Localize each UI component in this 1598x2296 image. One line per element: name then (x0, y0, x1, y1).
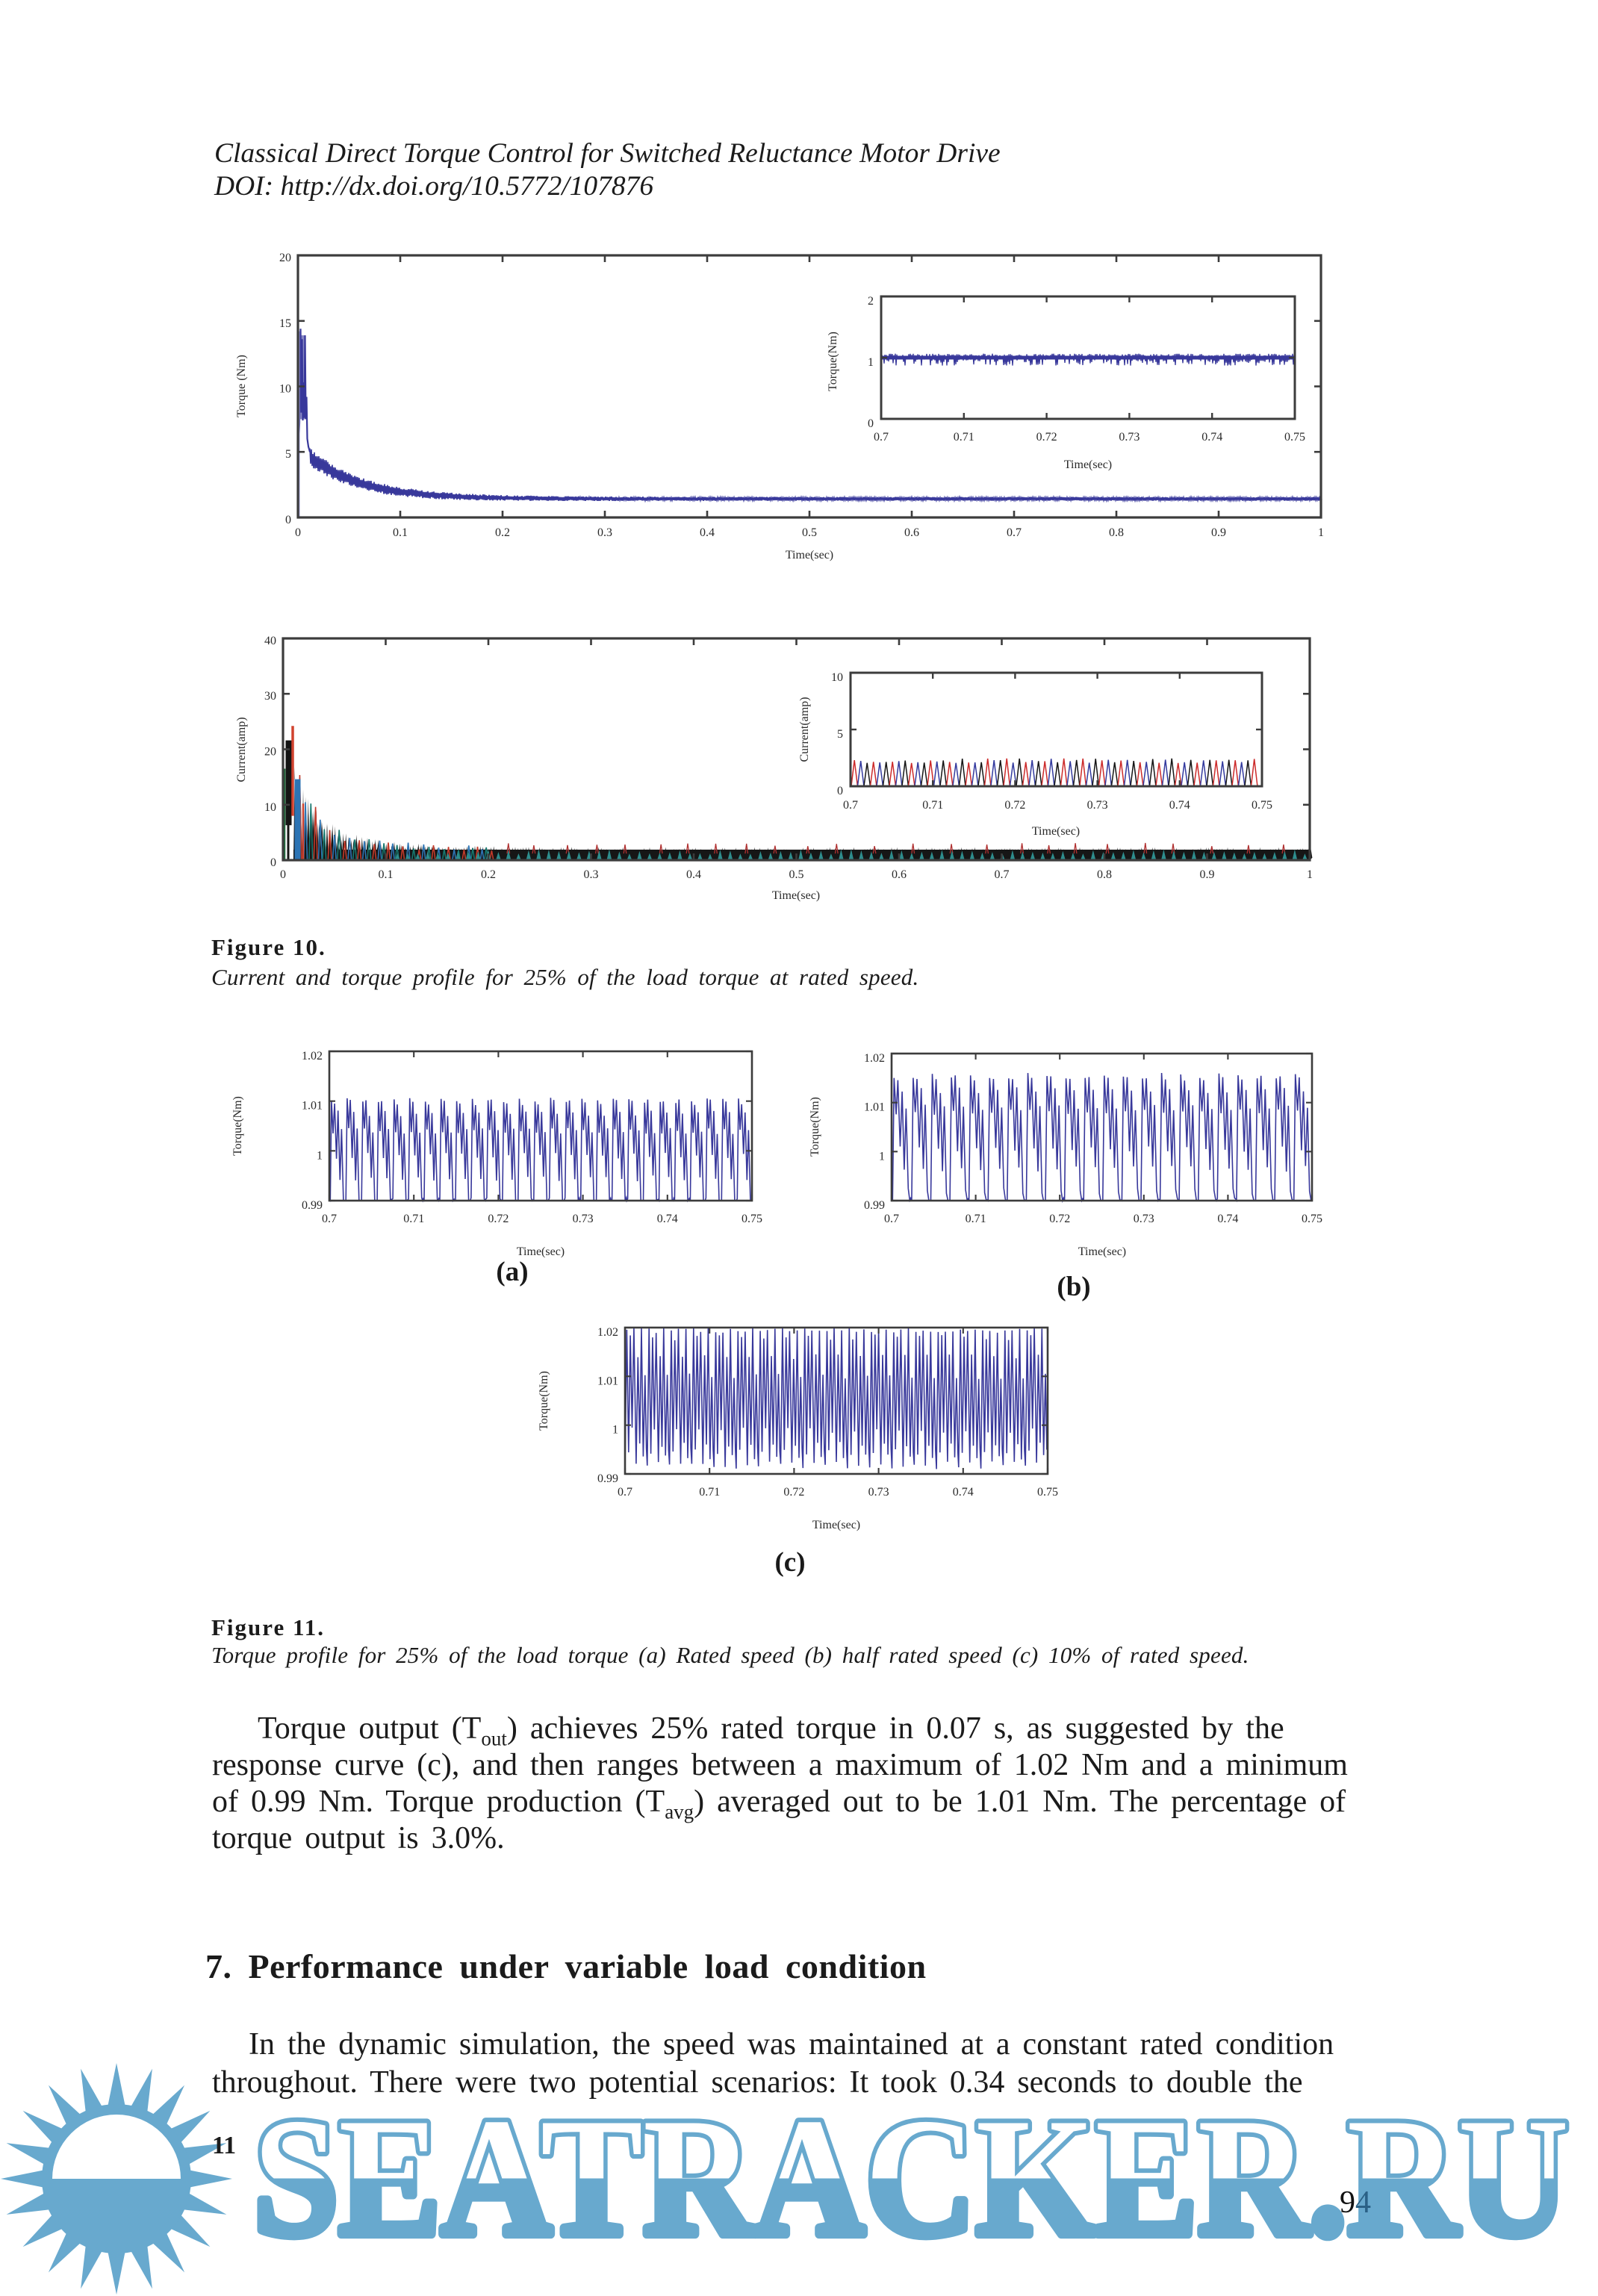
svg-text:0.72: 0.72 (488, 1213, 509, 1225)
svg-text:0.74: 0.74 (953, 1486, 974, 1499)
svg-text:(c): (c) (774, 1547, 805, 1578)
svg-text:0.2: 0.2 (495, 526, 510, 539)
svg-text:Time(sec): Time(sec) (812, 1519, 860, 1531)
svg-text:30: 30 (264, 690, 276, 703)
svg-text:Time(sec): Time(sec) (772, 889, 820, 902)
svg-text:0.73: 0.73 (1119, 431, 1140, 444)
svg-text:0.7: 0.7 (322, 1213, 337, 1225)
svg-text:(b): (b) (1057, 1272, 1090, 1302)
svg-text:0.71: 0.71 (403, 1213, 424, 1225)
svg-text:1.01: 1.01 (302, 1100, 323, 1113)
svg-text:1: 1 (868, 356, 874, 369)
svg-text:0.71: 0.71 (954, 431, 974, 444)
svg-text:0: 0 (285, 514, 291, 526)
svg-text:40: 40 (264, 635, 276, 647)
svg-text:Torque (Nm): Torque (Nm) (235, 355, 248, 417)
svg-text:0.75: 0.75 (1037, 1486, 1058, 1499)
svg-text:1: 1 (317, 1149, 323, 1162)
svg-text:Torque(Nm): Torque(Nm) (809, 1097, 821, 1157)
svg-text:Torque(Nm): Torque(Nm) (231, 1096, 244, 1156)
svg-text:Time(sec): Time(sec) (1078, 1245, 1126, 1258)
svg-text:1.01: 1.01 (864, 1101, 885, 1114)
svg-text:15: 15 (279, 317, 291, 330)
svg-text:0.9: 0.9 (1200, 868, 1215, 881)
svg-text:Torque(Nm): Torque(Nm) (827, 332, 839, 391)
svg-text:2: 2 (868, 295, 874, 308)
svg-text:0: 0 (868, 417, 874, 430)
svg-text:0: 0 (837, 785, 843, 797)
svg-text:1.02: 1.02 (597, 1326, 618, 1339)
svg-text:0.99: 0.99 (597, 1472, 618, 1485)
svg-text:0.7: 0.7 (884, 1213, 899, 1225)
svg-text:0.8: 0.8 (1097, 868, 1112, 881)
svg-text:0.2: 0.2 (481, 868, 496, 881)
svg-text:SEATRACKER.RU: SEATRACKER.RU (253, 2083, 1569, 2271)
svg-text:Time(sec): Time(sec) (1032, 825, 1080, 838)
svg-text:10: 10 (279, 383, 291, 396)
svg-text:0.6: 0.6 (904, 526, 919, 539)
svg-text:0.1: 0.1 (393, 526, 408, 539)
svg-text:0: 0 (270, 856, 276, 869)
svg-text:0.74: 0.74 (1201, 431, 1222, 444)
svg-text:Time(sec): Time(sec) (1064, 458, 1112, 471)
svg-text:0: 0 (280, 868, 286, 881)
svg-text:0.5: 0.5 (802, 526, 817, 539)
svg-text:0: 0 (295, 526, 301, 539)
svg-text:0.4: 0.4 (700, 526, 715, 539)
svg-text:1: 1 (879, 1150, 885, 1163)
svg-text:0.73: 0.73 (868, 1486, 889, 1499)
svg-text:0.71: 0.71 (966, 1213, 986, 1225)
svg-text:0.6: 0.6 (892, 868, 907, 881)
svg-text:Time(sec): Time(sec) (517, 1245, 565, 1258)
svg-text:0.99: 0.99 (864, 1199, 885, 1212)
svg-text:0.75: 0.75 (1252, 799, 1272, 812)
svg-text:0.3: 0.3 (584, 868, 599, 881)
svg-text:0.99: 0.99 (302, 1199, 323, 1212)
svg-text:0.3: 0.3 (597, 526, 612, 539)
svg-text:5: 5 (285, 448, 291, 461)
svg-text:0.7: 0.7 (874, 431, 889, 444)
svg-text:0.74: 0.74 (657, 1213, 678, 1225)
svg-text:0.74: 0.74 (1217, 1213, 1238, 1225)
svg-text:0.7: 0.7 (618, 1486, 632, 1499)
svg-text:0.8: 0.8 (1109, 526, 1124, 539)
svg-text:0.5: 0.5 (789, 868, 804, 881)
svg-text:0.74: 0.74 (1169, 799, 1190, 812)
svg-text:0.71: 0.71 (922, 799, 943, 812)
svg-text:10: 10 (264, 801, 276, 814)
svg-text:0.75: 0.75 (1302, 1213, 1322, 1225)
svg-text:5: 5 (837, 728, 843, 741)
svg-text:SEATRACKER.RU: SEATRACKER.RU (253, 2083, 1569, 2271)
svg-text:1: 1 (1307, 868, 1313, 881)
svg-text:0.73: 0.73 (1134, 1213, 1154, 1225)
svg-text:0.73: 0.73 (573, 1213, 594, 1225)
svg-text:0.75: 0.75 (1284, 431, 1305, 444)
svg-text:1.02: 1.02 (864, 1052, 885, 1065)
svg-text:0.7: 0.7 (995, 868, 1010, 881)
svg-text:0.73: 0.73 (1087, 799, 1108, 812)
svg-text:0.1: 0.1 (379, 868, 394, 881)
svg-text:(a): (a) (496, 1257, 528, 1287)
svg-text:0.75: 0.75 (742, 1213, 762, 1225)
svg-text:0.4: 0.4 (686, 868, 701, 881)
svg-text:0.7: 0.7 (1007, 526, 1022, 539)
svg-text:20: 20 (264, 746, 276, 759)
svg-text:0.71: 0.71 (699, 1486, 720, 1499)
svg-text:0.9: 0.9 (1211, 526, 1226, 539)
svg-text:0.72: 0.72 (783, 1486, 804, 1499)
svg-text:0.7: 0.7 (843, 799, 858, 812)
svg-text:Current(amp): Current(amp) (235, 717, 248, 782)
svg-text:0.72: 0.72 (1004, 799, 1025, 812)
svg-text:Current(amp): Current(amp) (798, 697, 811, 762)
svg-text:1.02: 1.02 (302, 1050, 323, 1063)
svg-text:Torque(Nm): Torque(Nm) (538, 1371, 550, 1431)
svg-text:10: 10 (831, 671, 843, 684)
svg-text:0.72: 0.72 (1036, 431, 1057, 444)
svg-text:0.72: 0.72 (1049, 1213, 1070, 1225)
svg-text:1: 1 (1318, 526, 1324, 539)
svg-text:1.01: 1.01 (597, 1375, 618, 1387)
svg-text:20: 20 (279, 252, 291, 264)
svg-text:1: 1 (612, 1424, 618, 1437)
svg-text:Time(sec): Time(sec) (786, 549, 833, 561)
